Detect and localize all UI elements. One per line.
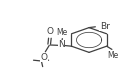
Text: O: O (46, 27, 53, 36)
Text: Me: Me (107, 51, 118, 60)
Text: O: O (40, 53, 47, 62)
Text: Br: Br (100, 22, 110, 31)
Text: Me: Me (57, 28, 68, 37)
Text: N: N (58, 40, 65, 49)
